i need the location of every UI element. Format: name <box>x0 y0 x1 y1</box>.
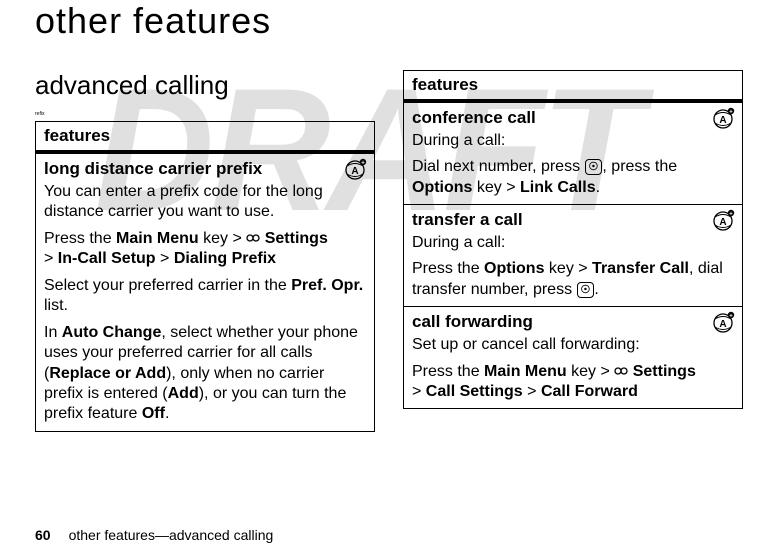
incall-label: In-Call Setup <box>58 250 156 267</box>
para: Press the Main Menu key > Settings > In-… <box>44 229 366 270</box>
send-key-icon: ☉ <box>577 282 595 298</box>
text: > <box>156 250 174 267</box>
prefopr-label: Pref. Opr. <box>291 277 363 294</box>
cell-call-forwarding: A + call forwarding Set up or cancel cal… <box>404 306 742 408</box>
features-table-left: features A + long distance carrier prefi… <box>35 121 375 432</box>
text: key > <box>544 260 592 277</box>
options-label: Options <box>484 260 544 277</box>
svg-text:+: + <box>729 212 733 218</box>
text: In <box>44 324 62 341</box>
text: Press the <box>44 230 116 247</box>
svg-text:+: + <box>729 314 733 320</box>
svg-text:A: A <box>351 166 358 177</box>
footer-text: other features—advanced calling <box>69 527 274 543</box>
text: . <box>165 405 169 422</box>
para: Set up or cancel call forwarding: <box>412 335 734 355</box>
network-a-icon: A + <box>710 209 736 231</box>
para: Press the Main Menu key > Settings > Cal… <box>412 362 734 403</box>
send-key-icon: ☉ <box>585 159 603 175</box>
features-table-right: features A + conference call During a ca… <box>403 70 743 409</box>
gear-icon <box>614 365 628 377</box>
network-a-icon: A + <box>342 158 368 180</box>
replace-label: Replace or Add <box>49 365 166 382</box>
text: . <box>594 281 598 298</box>
settings-label: Settings <box>633 363 696 380</box>
network-a-icon: A + <box>710 311 736 333</box>
text: Select your preferred carrier in the <box>44 277 291 294</box>
cell-transfer-call: A + transfer a call During a call: Press… <box>404 204 742 306</box>
features-header: features <box>36 122 374 153</box>
svg-text:A: A <box>719 115 726 126</box>
svg-text:A: A <box>719 319 726 330</box>
svg-text:+: + <box>729 110 733 116</box>
columns-container: advanced calling refix features A + long… <box>35 70 749 432</box>
para: During a call: <box>412 233 734 253</box>
main-menu-label: Main Menu <box>116 230 199 247</box>
text: key > <box>567 363 615 380</box>
cell-long-distance: A + long distance carrier prefix You can… <box>36 153 374 431</box>
cell-title: long distance carrier prefix <box>44 158 366 180</box>
para: Select your preferred carrier in the Pre… <box>44 276 366 317</box>
text: Press the <box>412 260 484 277</box>
text: > <box>412 383 426 400</box>
text: list. <box>44 297 68 314</box>
page-title: other features <box>35 0 749 42</box>
page-number: 60 <box>35 527 51 543</box>
text: > <box>44 250 58 267</box>
callforward-label: Call Forward <box>541 383 638 400</box>
settings-label: Settings <box>265 230 328 247</box>
tiny-label: refix <box>35 111 375 117</box>
text: , press the <box>602 158 677 175</box>
section-title: advanced calling <box>35 70 375 101</box>
para: In Auto Change, select whether your phon… <box>44 323 366 425</box>
transfercall-label: Transfer Call <box>592 260 689 277</box>
off-label: Off <box>142 405 165 422</box>
text: . <box>596 179 600 196</box>
add-label: Add <box>168 385 199 402</box>
para: Dial next number, press ☉, press the Opt… <box>412 157 734 198</box>
cell-title: call forwarding <box>412 311 734 333</box>
text: key > <box>199 230 247 247</box>
text: key > <box>472 179 520 196</box>
text: Dial next number, press <box>412 158 585 175</box>
cell-conference-call: A + conference call During a call: Dial … <box>404 102 742 204</box>
gear-icon <box>246 232 260 244</box>
autochange-label: Auto Change <box>62 324 162 341</box>
cell-title: transfer a call <box>412 209 734 231</box>
options-label: Options <box>412 179 472 196</box>
page-footer: 60 other features—advanced calling <box>35 527 273 543</box>
linkcalls-label: Link Calls <box>520 179 596 196</box>
svg-text:A: A <box>719 217 726 228</box>
main-menu-label: Main Menu <box>484 363 567 380</box>
dialprefix-label: Dialing Prefix <box>174 250 276 267</box>
right-column: features A + conference call During a ca… <box>403 70 743 432</box>
cell-title: conference call <box>412 107 734 129</box>
para: Press the Options key > Transfer Call, d… <box>412 259 734 300</box>
para: You can enter a prefix code for the long… <box>44 182 366 223</box>
text: > <box>523 383 541 400</box>
features-header: features <box>404 71 742 102</box>
network-a-icon: A + <box>710 107 736 129</box>
text: Press the <box>412 363 484 380</box>
svg-text:+: + <box>361 161 365 167</box>
left-column: advanced calling refix features A + long… <box>35 70 375 432</box>
para: During a call: <box>412 131 734 151</box>
page-content: other features advanced calling refix fe… <box>0 0 759 551</box>
callsettings-label: Call Settings <box>426 383 523 400</box>
